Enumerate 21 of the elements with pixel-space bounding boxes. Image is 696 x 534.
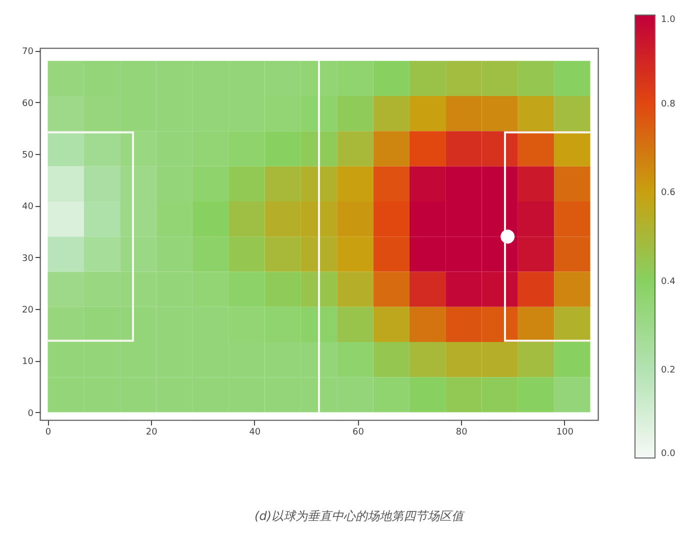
color-bar-label: 0.2 — [661, 365, 676, 376]
y-tick-label: 0 — [28, 408, 34, 419]
x-tick-label: 60 — [352, 428, 364, 438]
color-bar-label: 0.4 — [661, 276, 676, 287]
y-tick-label: 20 — [22, 305, 34, 316]
x-tick-label: 80 — [456, 428, 468, 438]
y-tick-label: 40 — [22, 202, 34, 212]
y-tick-label: 60 — [22, 98, 34, 109]
x-tick-label: 100 — [556, 428, 574, 438]
x-tick-label: 0 — [45, 428, 52, 438]
y-tick-label: 70 — [22, 47, 34, 58]
x-tick-label: 40 — [249, 428, 261, 438]
y-tick-label: 30 — [22, 254, 34, 264]
color-bar-label: 1.0 — [661, 15, 676, 25]
color-bar-label: 0.6 — [661, 188, 676, 198]
color-bar-label: 0.0 — [661, 449, 676, 459]
y-tick-label: 10 — [22, 357, 34, 368]
y-tick-label: 50 — [22, 150, 34, 160]
color-bar-label: 0.8 — [661, 100, 676, 110]
text: (d)以球为垂直中心的场地第四节场区值 — [254, 509, 466, 523]
x-tick-label: 20 — [146, 428, 158, 438]
